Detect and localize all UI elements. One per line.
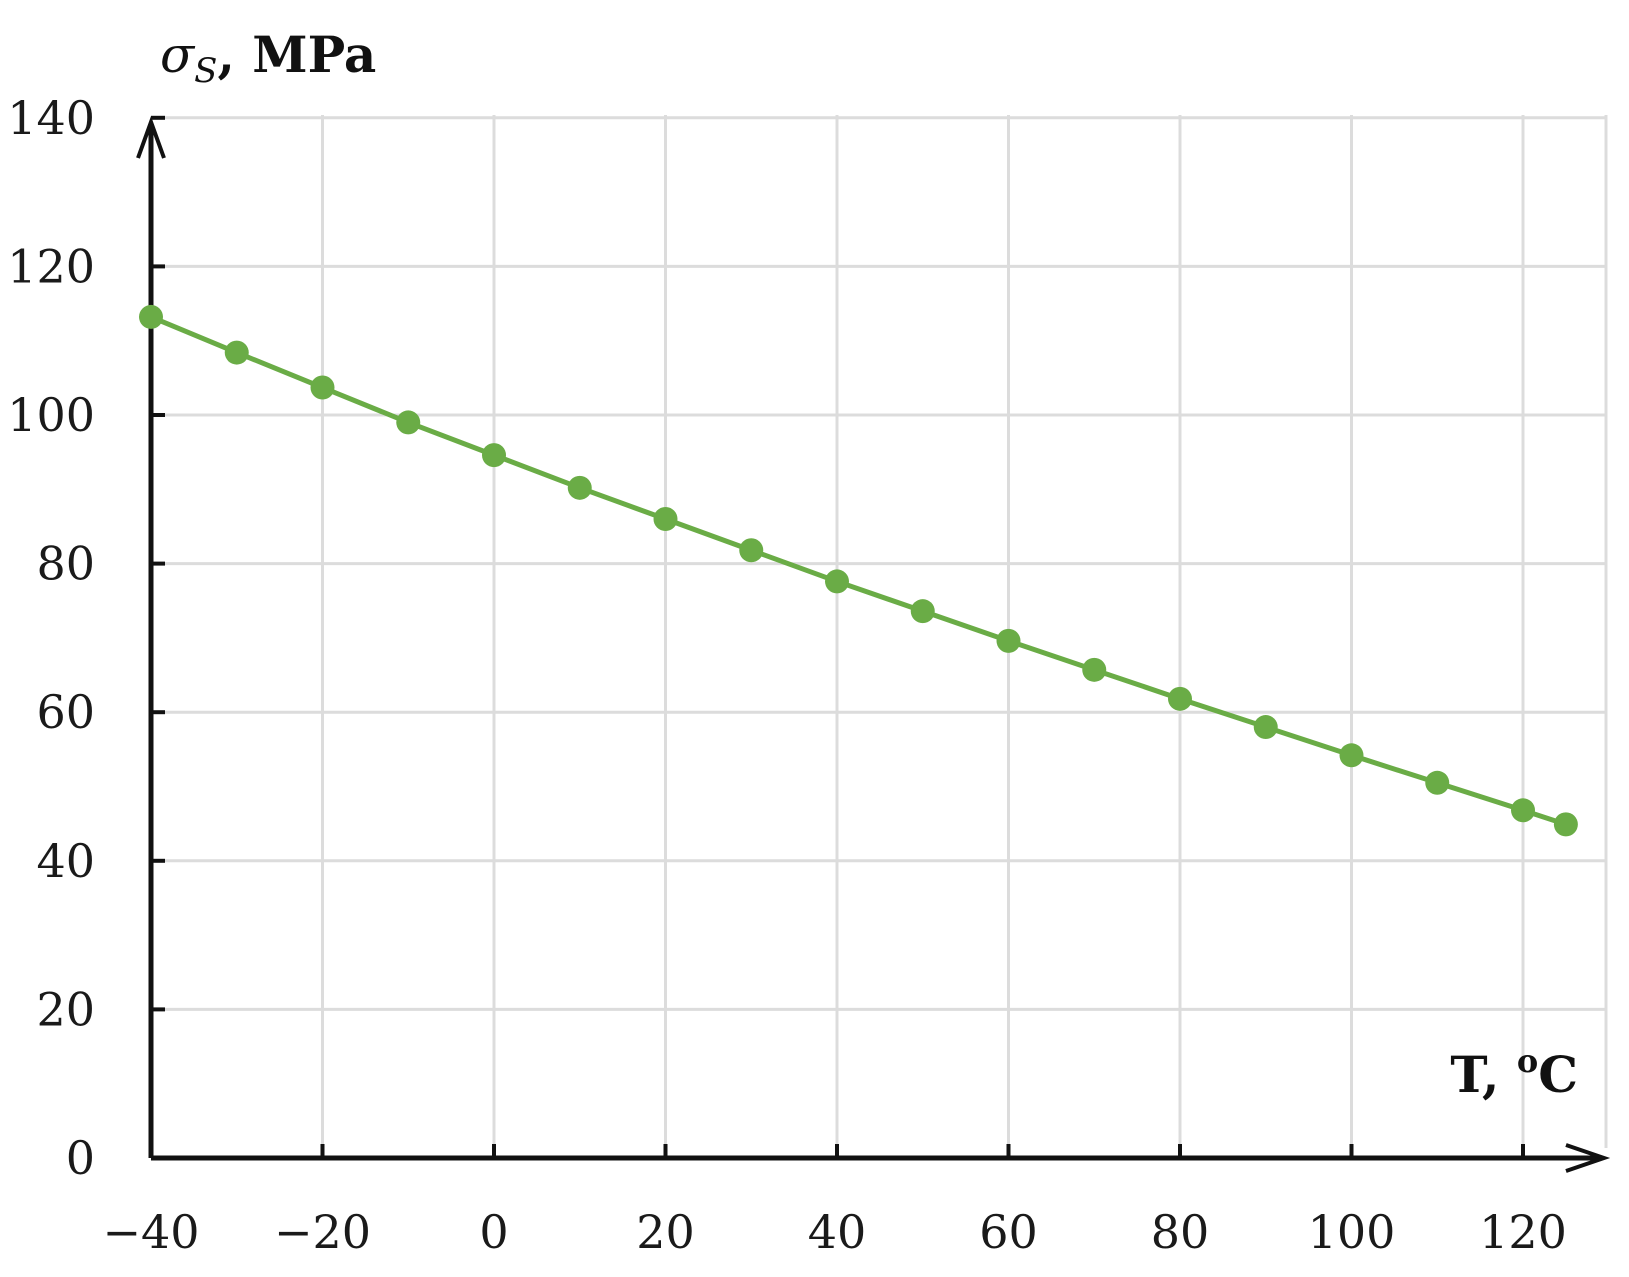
y-tick-label: 0 bbox=[66, 1131, 95, 1185]
data-point bbox=[1168, 686, 1192, 711]
data-point bbox=[825, 569, 849, 594]
x-tick-label: 20 bbox=[636, 1205, 695, 1259]
x-tick-label: 100 bbox=[1308, 1205, 1396, 1259]
data-point bbox=[1553, 812, 1578, 837]
grid bbox=[151, 115, 1608, 1158]
y-axis-title-symbol: σ bbox=[160, 26, 196, 84]
x-axis-title-unit: C bbox=[1538, 1045, 1578, 1104]
data-point bbox=[739, 538, 764, 563]
y-axis-arrowhead bbox=[136, 116, 166, 159]
y-tick-label: 120 bbox=[7, 239, 95, 293]
x-axis-arrowhead bbox=[1565, 1143, 1611, 1173]
y-tick-label: 20 bbox=[36, 982, 95, 1036]
x-tick-label: 40 bbox=[808, 1205, 867, 1259]
y-tick-label: 100 bbox=[7, 388, 95, 442]
y-axis-title-subscript: S bbox=[194, 51, 217, 91]
x-axis-title-degree: o bbox=[1517, 1042, 1538, 1080]
x-tick-label: 0 bbox=[479, 1205, 508, 1259]
y-tick-label: 60 bbox=[36, 685, 95, 739]
data-point bbox=[310, 375, 335, 400]
data-point bbox=[653, 507, 678, 532]
data-point bbox=[482, 443, 506, 468]
y-axis-title: σS, MPa bbox=[160, 25, 376, 91]
data-point bbox=[1511, 798, 1535, 823]
x-tick-label: 120 bbox=[1479, 1205, 1567, 1259]
data-point bbox=[1425, 770, 1450, 795]
x-axis-title-main: T, bbox=[1450, 1045, 1517, 1104]
data-point bbox=[910, 599, 935, 624]
x-tick-label: −20 bbox=[274, 1205, 371, 1259]
x-tick-label: −40 bbox=[102, 1205, 199, 1259]
data-point bbox=[139, 304, 163, 329]
axes bbox=[136, 116, 1611, 1173]
x-tick-label: 80 bbox=[1151, 1205, 1210, 1259]
series bbox=[139, 304, 1578, 837]
y-axis-title-unit: , MPa bbox=[217, 25, 376, 84]
data-point bbox=[996, 628, 1021, 653]
axis-ticks: 0 20 40 60 80 100 120 140 −40 −20 0 20 40 60 80 100 120 bbox=[7, 91, 1567, 1259]
x-axis-title: T, oC bbox=[1450, 1042, 1578, 1104]
data-point bbox=[396, 410, 421, 435]
data-point bbox=[1082, 657, 1107, 682]
data-point bbox=[567, 475, 592, 500]
y-tick-label: 40 bbox=[36, 834, 95, 888]
data-point bbox=[224, 340, 249, 365]
series-line bbox=[150, 314, 1567, 827]
data-point bbox=[1339, 743, 1364, 768]
x-tick-label: 60 bbox=[979, 1205, 1038, 1259]
y-tick-label: 140 bbox=[7, 91, 95, 145]
data-point bbox=[1253, 715, 1278, 740]
y-tick-label: 80 bbox=[36, 537, 95, 591]
